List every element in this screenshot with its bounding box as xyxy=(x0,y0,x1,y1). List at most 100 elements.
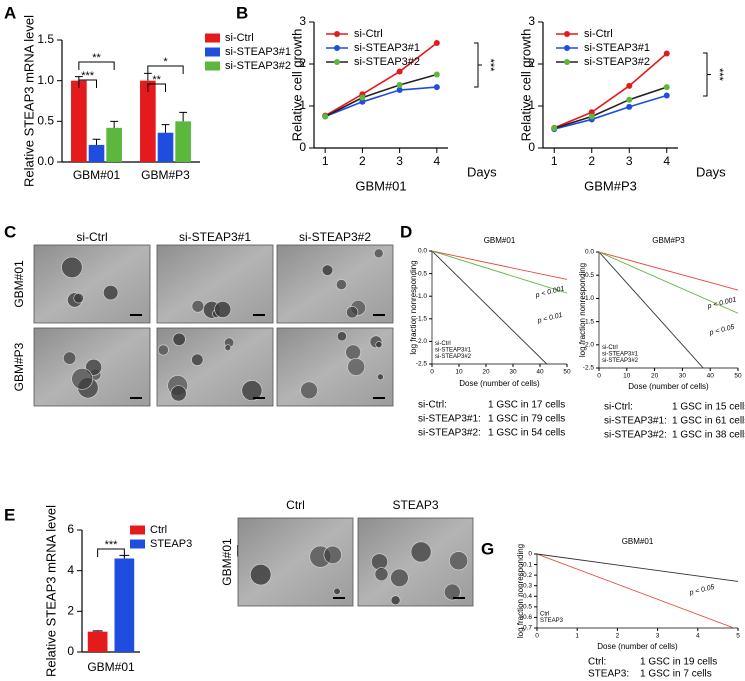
y-tick-label: -1.0 xyxy=(416,293,428,300)
y-tick-label: 2 xyxy=(528,56,535,70)
y-tick-label: -0.5 xyxy=(521,604,533,611)
legend-marker xyxy=(564,31,570,37)
spheroid xyxy=(73,292,84,304)
y-axis-label: Relative STEAP3 mRNA level xyxy=(43,505,58,677)
error-bar xyxy=(143,72,152,81)
legend-label: si-STEAP3#1 xyxy=(602,352,639,358)
x-axis-label: Dose (number of cells) xyxy=(628,382,709,391)
y-tick-label: -1.0 xyxy=(583,295,595,302)
y-tick-label: -1.5 xyxy=(583,318,595,325)
legend-marker xyxy=(334,59,340,65)
column-label: si-STEAP3#1 xyxy=(179,230,251,244)
x-tick-label: 40 xyxy=(707,373,715,380)
marker xyxy=(359,98,366,105)
x-tick-label: 0 xyxy=(430,369,434,376)
series-line xyxy=(432,250,548,364)
series-line xyxy=(324,73,438,118)
legend-label: si-STEAP3#1 xyxy=(584,42,650,54)
y-tick-label: -0.2 xyxy=(521,572,533,579)
spheroid xyxy=(61,256,83,279)
y-tick-label: -0.6 xyxy=(521,614,533,621)
bar xyxy=(157,132,174,162)
error-bar xyxy=(179,111,188,122)
y-tick-label: 0 xyxy=(528,140,535,154)
p-value-label: p < 0.05 xyxy=(688,584,716,597)
legend-swatch xyxy=(130,539,145,549)
spheroid xyxy=(333,587,341,596)
spheroid xyxy=(103,284,119,301)
p-value-label: p < 0.05 xyxy=(708,324,736,337)
marker xyxy=(663,92,670,99)
marker xyxy=(663,84,670,91)
summary-label: si-STEAP3#2: xyxy=(418,428,481,439)
spheroid xyxy=(375,341,383,349)
y-tick-label: 0.0 xyxy=(585,249,594,256)
legend-label: Ctrl xyxy=(150,524,167,536)
marker xyxy=(588,109,595,116)
series-line xyxy=(537,553,739,582)
significance-bracket xyxy=(147,65,184,74)
significance-label: ** xyxy=(152,74,161,86)
row-label: GBM#01 xyxy=(220,538,234,586)
summary-label: Ctrl: xyxy=(588,657,606,668)
y-tick-label: -2.0 xyxy=(583,342,595,349)
significance-bracket xyxy=(147,83,166,92)
y-tick-label: -0.3 xyxy=(521,582,533,589)
bar xyxy=(87,631,108,652)
row-label: GBM#01 xyxy=(12,260,26,308)
y-axis-label: Relative cell growth xyxy=(289,29,304,142)
significance-label: *** xyxy=(81,70,95,82)
y-tick-label: 1 xyxy=(299,98,306,112)
y-tick-label: 2 xyxy=(67,604,74,618)
y-tick-label: 0 xyxy=(528,551,532,558)
legend-marker xyxy=(334,45,340,51)
y-tick-label: 3 xyxy=(528,14,535,28)
series-line xyxy=(554,86,668,130)
legend-label: si-Ctrl xyxy=(354,28,383,40)
x-tick-label: 4 xyxy=(663,154,670,168)
legend-label: si-STEAP3#2 xyxy=(602,358,639,364)
series-line xyxy=(599,251,704,368)
panel-letter: A xyxy=(4,3,16,22)
marker xyxy=(626,82,633,89)
marker xyxy=(663,50,670,57)
x-tick-label: 40 xyxy=(536,369,544,376)
marker xyxy=(433,40,440,46)
chart-title: GBM#01 xyxy=(484,236,516,245)
x-tick-label: 20 xyxy=(482,369,490,376)
legend-label: si-Ctrl xyxy=(435,341,451,347)
bar xyxy=(175,121,191,162)
series-line xyxy=(599,251,739,291)
summary-label: si-STEAP3#1: xyxy=(604,416,667,427)
legend-label: si-Ctrl xyxy=(225,32,254,44)
y-axis-label: log fraction nonresponding xyxy=(409,260,418,354)
x-tick-label: 2 xyxy=(588,154,595,168)
legend-label: si-Ctrl xyxy=(584,28,613,40)
spheroid xyxy=(172,332,186,346)
spheroid xyxy=(449,551,469,571)
panel-letter: B xyxy=(236,3,248,22)
y-tick-label: 0.0 xyxy=(418,248,427,255)
x-tick-label: 3 xyxy=(656,633,660,640)
legend-label: Ctrl xyxy=(540,612,549,618)
x-tick-label: 4 xyxy=(696,633,700,640)
p-value-label: p < 0.001 xyxy=(706,296,737,310)
y-tick-label: 1.5 xyxy=(37,32,54,46)
x-tick-label: 10 xyxy=(455,369,463,376)
series-line xyxy=(553,52,668,129)
marker xyxy=(626,96,633,103)
legend-label: si-STEAP3#1 xyxy=(225,46,291,58)
y-tick-label: -2.5 xyxy=(416,361,428,368)
y-tick-label: 0 xyxy=(67,644,74,658)
summary-label: si-STEAP3#2: xyxy=(604,430,667,441)
column-label: Ctrl xyxy=(286,498,305,512)
summary-value: 1 GSC in 54 cells xyxy=(488,428,565,439)
summary-value: 1 GSC in 38 cells xyxy=(672,430,745,441)
summary-value: 1 GSC in 7 cells xyxy=(640,669,712,680)
panel-letter: G xyxy=(481,539,494,558)
summary-label: si-STEAP3#1: xyxy=(418,414,481,425)
y-axis-label: log fraction nonresponding xyxy=(578,263,587,357)
legend-label: si-STEAP3#2 xyxy=(225,60,291,72)
series-line xyxy=(324,86,437,118)
legend-label: STEAP3 xyxy=(150,538,192,550)
